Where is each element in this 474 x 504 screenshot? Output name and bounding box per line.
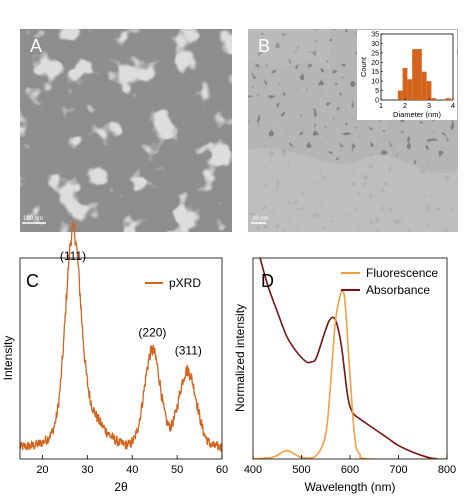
panel-a-micrograph: A 100 nm <box>20 29 232 232</box>
c-x-tick-label: 30 <box>81 464 93 476</box>
panel-c-label: C <box>26 271 39 291</box>
legend-label-absorbance: Absorbance <box>366 283 430 297</box>
inset-x-tick-label: 2 <box>403 101 407 110</box>
inset-y-tick-label: 15 <box>371 69 379 76</box>
inset-y-tick-label: 10 <box>371 79 379 86</box>
inset-x-axis-label: Diameter (nm) <box>393 110 441 119</box>
inset-y-axis-label: Count <box>359 56 368 77</box>
histogram-bar-2 <box>407 79 413 100</box>
d-x-tick-label: 700 <box>389 464 407 476</box>
histogram-bar-4 <box>417 49 422 100</box>
d-x-tick-label: 800 <box>438 464 456 476</box>
panel-c-x-axis-label: 2θ <box>114 480 128 494</box>
histogram-bar-1 <box>402 67 408 100</box>
xrd-series-line <box>19 220 223 453</box>
d-x-tick-label: 500 <box>292 464 310 476</box>
inset-x-tick-label: 3 <box>427 101 431 110</box>
panel-b-label: B <box>258 36 270 56</box>
c-x-tick-label: 40 <box>126 464 138 476</box>
panel-a-scale-label: 100 nm <box>23 216 43 222</box>
panel-b-micrograph: B 20 nm <box>248 29 458 232</box>
panel-d-label: D <box>261 271 274 291</box>
panel-d-spectra-plot: D 400 500 600 700 800 Fluorescence Absorbance… <box>233 257 456 494</box>
histogram-bar-0 <box>397 90 403 100</box>
histogram-bar-3 <box>412 49 417 100</box>
panel-c-y-axis-label: Intensity <box>1 336 15 381</box>
histogram-bar-7 <box>431 98 437 100</box>
c-x-tick-label: 50 <box>171 464 183 476</box>
inset-y-tick-label: 5 <box>375 88 379 95</box>
histogram-bar-6 <box>426 81 432 100</box>
d-x-tick-label: 600 <box>341 464 359 476</box>
inset-y-tick-label: 0 <box>375 98 379 105</box>
legend-label-fluorescence: Fluorescence <box>366 266 438 280</box>
histogram-bar-8 <box>445 98 451 100</box>
panel-b-scale-label: 20 nm <box>252 216 269 222</box>
histogram-bar-5 <box>421 71 427 100</box>
panel-c-frame <box>19 257 223 460</box>
inset-y-tick-label: 35 <box>371 32 379 39</box>
c-x-tick-label: 60 <box>216 464 228 476</box>
panel-d-x-axis-label: Wavelength (nm) <box>305 480 396 494</box>
panel-d-y-axis-label: Normalized intensity <box>233 304 247 412</box>
inset-x-tick-label: 1 <box>379 101 383 110</box>
inset-histogram: 1 2 3 4 0 5 10 15 20 25 30 35 Diameter (nm) Count <box>357 30 457 120</box>
spectrum-line-absorbance <box>259 258 438 459</box>
d-x-tick-label: 400 <box>244 464 262 476</box>
peak-annotation: (311) <box>175 343 202 357</box>
panel-c-xrd-plot: C 20 30 40 50 60 (111) (220) (311) pXRD 2θ Int… <box>1 220 228 494</box>
inset-x-tick-label: 4 <box>451 101 455 110</box>
peak-annotation: (220) <box>138 325 166 339</box>
peak-annotation: (111) <box>60 249 86 263</box>
c-x-tick-label: 20 <box>36 464 48 476</box>
panel-a-label: A <box>30 36 42 56</box>
inset-y-tick-label: 25 <box>371 50 379 57</box>
inset-y-tick-label: 20 <box>371 60 379 67</box>
legend-label-pxrd: pXRD <box>169 276 201 290</box>
inset-y-tick-label: 30 <box>371 41 379 48</box>
spectrum-line-fluorescence <box>253 289 447 459</box>
